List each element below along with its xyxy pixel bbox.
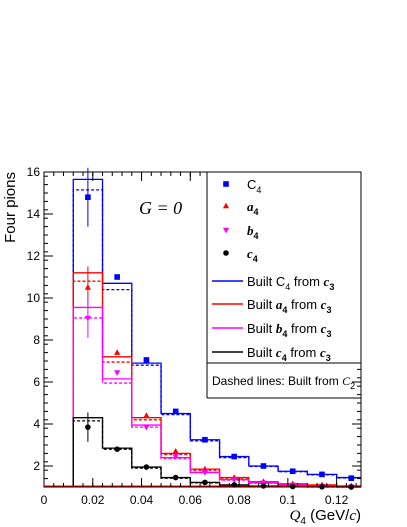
legend-box <box>206 171 362 364</box>
a4-point <box>172 447 179 454</box>
y-axis-label: Four pions <box>2 172 19 243</box>
built_c4-solid-histogram <box>72 417 361 488</box>
C4-point <box>289 468 296 475</box>
y-tick-label: 10 <box>27 291 41 305</box>
annotation-g-equals-zero: G = 0 <box>139 198 182 218</box>
legend-label: Built c4 from c3 <box>247 345 331 363</box>
y-tick-label: 14 <box>27 207 41 221</box>
C4-point <box>319 471 325 478</box>
c4-point <box>231 482 237 488</box>
legend-label: C4 <box>247 177 261 195</box>
legend-marker-b4 <box>222 227 230 234</box>
b4-point <box>84 315 91 322</box>
legend-label: b4 <box>247 223 259 241</box>
x-tick-label: 0.12 <box>325 493 349 507</box>
legend-label: a4 <box>247 199 259 217</box>
x-tick-label: 0.08 <box>227 493 251 507</box>
C4-point <box>143 357 150 363</box>
C4-point <box>231 453 237 460</box>
y-tick-label: 16 <box>27 165 41 179</box>
x-tick-label: 0.04 <box>130 493 154 507</box>
c4-point <box>85 424 91 430</box>
b4-point <box>201 470 209 476</box>
C4-point <box>172 408 179 415</box>
legend-marker-c4 <box>223 250 229 256</box>
a4-point <box>84 284 91 290</box>
legend-note: Dashed lines: Built from C2 <box>212 374 355 391</box>
b4-point <box>143 424 150 431</box>
c4-point <box>114 446 120 453</box>
b4-point <box>114 370 121 376</box>
b4-point <box>172 454 179 460</box>
built_a4-dashed-histogram <box>72 280 361 487</box>
legend-marker-a4 <box>222 202 230 209</box>
a4-point <box>201 465 209 472</box>
legend-label: Built a4 from c3 <box>247 297 331 315</box>
x-tick-label: 0.1 <box>280 493 297 507</box>
built_c4-dashed-histogram <box>72 420 361 488</box>
a4-point <box>114 349 121 355</box>
C4-point <box>260 463 267 469</box>
x-tick-label: 0.06 <box>179 493 203 507</box>
C4-point <box>114 274 120 280</box>
y-tick-label: 2 <box>33 459 40 473</box>
c4-point <box>172 474 179 481</box>
c4-point <box>260 483 267 489</box>
x-tick-label: 0.02 <box>81 493 105 507</box>
c4-point <box>143 464 150 470</box>
x-tick-label: 0 <box>41 493 48 507</box>
legend-label: c4 <box>247 246 258 264</box>
C4-point <box>348 475 355 481</box>
legend: C4 a4 b4 c4 Built C4 from c3 Built a4 from c3… <box>206 171 362 399</box>
built_C4-dashed-histogram <box>72 189 361 487</box>
b4-point <box>231 477 238 484</box>
legend-label: Built C4 from c3 <box>247 274 334 292</box>
x-axis-label: Q4 (GeV/c) <box>290 507 361 527</box>
C4-point <box>85 194 91 200</box>
legend-marker-C4 <box>223 181 229 187</box>
y-tick-label: 4 <box>33 417 40 431</box>
a4-point <box>143 412 150 418</box>
C4-point <box>202 436 208 443</box>
built_C4-solid-histogram <box>72 178 361 487</box>
c4-point <box>202 479 208 486</box>
y-tick-label: 8 <box>33 333 40 347</box>
legend-label: Built b4 from c3 <box>247 321 331 339</box>
y-tick-label: 12 <box>27 249 41 263</box>
y-tick-label: 6 <box>33 375 40 389</box>
